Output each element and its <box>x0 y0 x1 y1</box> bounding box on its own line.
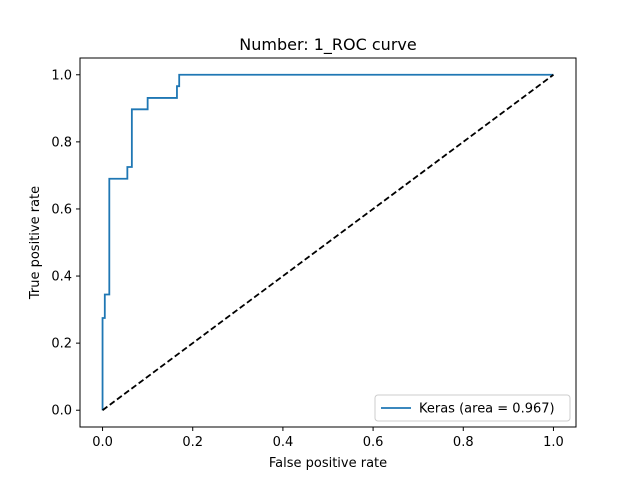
axis-ticks: 0.0 0.2 0.4 0.6 0.8 1.0 0.0 0.2 0.4 0.6 0.8 1.0 <box>51 68 563 450</box>
y-tick-label: 1.0 <box>51 68 72 83</box>
x-tick-label: 1.0 <box>543 435 564 450</box>
x-tick-label: 0.4 <box>273 435 294 450</box>
plot-area <box>101 73 554 411</box>
legend: Keras (area = 0.967) <box>374 394 571 422</box>
y-tick-label: 0.8 <box>51 135 72 150</box>
y-tick-label: 0.2 <box>51 337 72 352</box>
axes-frame <box>79 57 577 428</box>
y-tick-label: 0.4 <box>51 270 72 285</box>
y-axis-label: True positive rate <box>28 186 43 300</box>
chart-title: Number: 1_ROC curve <box>239 35 416 55</box>
legend-box <box>374 394 571 422</box>
roc-curve-line <box>101 73 554 411</box>
y-tick-label: 0.6 <box>51 202 72 217</box>
x-tick-label: 0.0 <box>92 435 113 450</box>
y-tick-label: 0.0 <box>51 404 72 419</box>
x-axis-label: False positive rate <box>269 456 387 471</box>
x-tick-label: 0.8 <box>453 435 474 450</box>
legend-label: Keras (area = 0.967) <box>419 402 555 417</box>
x-tick-label: 0.6 <box>363 435 384 450</box>
chance-diagonal-line <box>102 74 554 411</box>
x-tick-label: 0.2 <box>182 435 203 450</box>
